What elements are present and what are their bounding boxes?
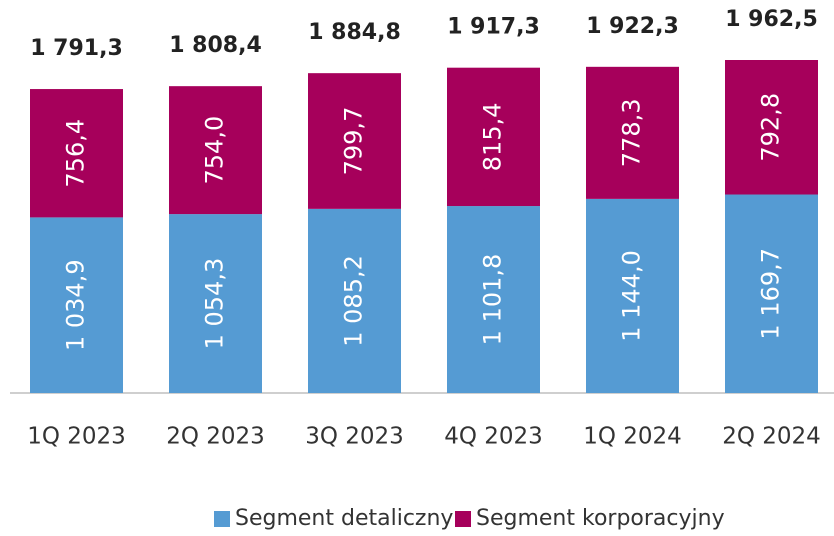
- bar-segment: [586, 66, 679, 199]
- bar-segment: [586, 198, 679, 393]
- legend-label: Segment detaliczny: [235, 506, 453, 531]
- segment-label: 778,3: [618, 98, 646, 167]
- bar-segment: [725, 60, 818, 195]
- segment-label: 756,4: [62, 119, 90, 188]
- bar-segment: [447, 67, 540, 207]
- segment-label: 1 144,0: [618, 250, 646, 342]
- bar-segment: [308, 73, 401, 209]
- legend-label: Segment korporacyjny: [476, 506, 725, 531]
- bar-segment: [169, 86, 262, 215]
- segment-label: 754,0: [201, 116, 229, 185]
- segment-label: 792,8: [757, 93, 785, 162]
- total-label: 1 962,5: [725, 7, 818, 32]
- x-tick-label: 4Q 2023: [444, 424, 543, 450]
- segment-label: 1 101,8: [479, 254, 507, 346]
- bar-segment: [169, 214, 262, 393]
- x-tick-label: 1Q 2023: [27, 424, 126, 450]
- segment-label: 1 054,3: [201, 258, 229, 350]
- bar-segment: [30, 217, 123, 393]
- bar-segment: [447, 206, 540, 393]
- total-label: 1 808,4: [169, 33, 262, 58]
- segment-label: 815,4: [479, 103, 507, 172]
- x-tick-label: 2Q 2024: [722, 424, 821, 450]
- x-tick-label: 3Q 2023: [305, 424, 404, 450]
- x-tick-label: 2Q 2023: [166, 424, 265, 450]
- total-label: 1 791,3: [30, 36, 123, 61]
- segment-label: 1 034,9: [62, 259, 90, 351]
- legend-swatch: [455, 511, 471, 527]
- legend-swatch: [214, 511, 230, 527]
- total-label: 1 917,3: [447, 15, 540, 40]
- segment-label: 1 169,7: [757, 248, 785, 340]
- segment-label: 1 085,2: [340, 255, 368, 347]
- total-label: 1 922,3: [586, 14, 679, 39]
- bar-segment: [725, 194, 818, 393]
- x-tick-label: 1Q 2024: [583, 424, 682, 450]
- total-label: 1 884,8: [308, 20, 401, 45]
- bar-segment: [30, 89, 123, 218]
- bar-segment: [308, 208, 401, 393]
- segment-label: 799,7: [340, 107, 368, 176]
